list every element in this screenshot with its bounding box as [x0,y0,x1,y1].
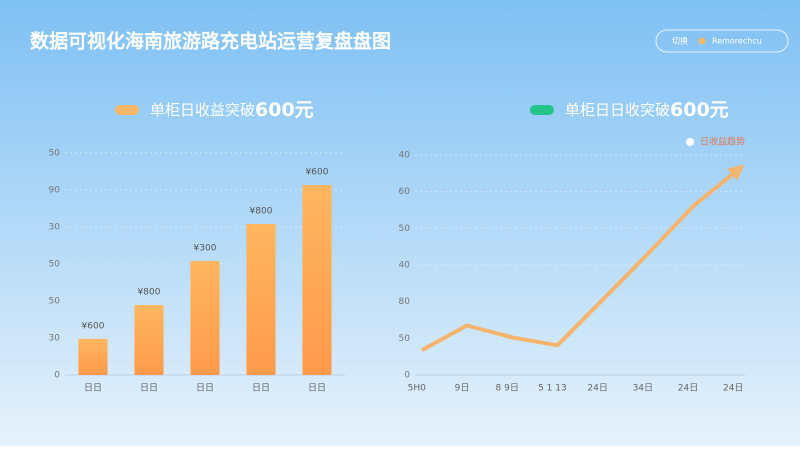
title: 数据可视化海南旅游路充电站运营复盘盘图 [30,30,391,53]
y-tick-label: 50 [49,260,61,270]
legend-strong: 600元 [255,99,314,121]
legend-label: 日收益趋势 [700,136,745,148]
legend-text: 单柜日收益突破 [150,101,255,119]
x-tick-label: 24日 [678,383,698,394]
bar [190,261,220,375]
y-tick-label: 60 [399,187,411,197]
line [420,164,745,353]
x-tick-label: 24日 [723,383,743,394]
bar [78,338,108,375]
x-tick-label: 日日 [196,383,214,394]
bar [302,185,332,375]
legend-swatch [115,105,139,115]
x-tick-label: 日日 [140,383,158,394]
toolbar [655,29,789,53]
dot [698,37,706,45]
y-tick-label: 80 [399,297,411,307]
bar [246,224,276,375]
bar [134,305,164,375]
bar-label: ¥800 [250,207,273,217]
y-tick-label: 30 [49,334,61,344]
x-tick-label: 5H0 [408,384,426,394]
y-tick-label: 50 [399,334,411,344]
legend-strong: 600元 [670,99,729,121]
bar-label: ¥300 [194,244,217,254]
x-tick-label: 24日 [587,383,607,394]
y-tick-label: 90 [49,186,61,196]
x-tick-label: 日日 [308,383,326,394]
x-tick-label: 8 9日 [496,383,519,394]
y-tick-label: 50 [399,224,411,234]
bar-label: ¥800 [138,288,161,298]
button[interactable]: Remorechcu [712,37,762,46]
button[interactable]: 切换 [672,36,688,46]
legend-swatch [530,105,554,115]
x-tick-label: 日日 [252,383,270,394]
y-tick-label: 50 [49,149,61,159]
legend: 单柜日日收突破600元 [565,99,729,121]
legend-dot [686,138,694,146]
legend-text: 单柜日日收突破 [565,101,670,119]
x-tick-label: 34日 [633,383,653,394]
y-tick-label: 40 [399,151,411,161]
x-tick-label: 5 1 13 [538,384,567,394]
x-tick-label: 日日 [84,383,102,394]
bar-label: ¥600 [306,168,329,178]
y-tick-label: 0 [54,371,60,381]
y-tick-label: 50 [49,297,61,307]
bar-label: ¥600 [82,321,105,331]
x-tick-label: 9日 [455,383,470,394]
y-tick-label: 30 [49,223,61,233]
y-tick-label: 0 [404,371,410,381]
legend: 单柜日收益突破600元 [150,99,314,121]
y-tick-label: 40 [399,261,411,271]
